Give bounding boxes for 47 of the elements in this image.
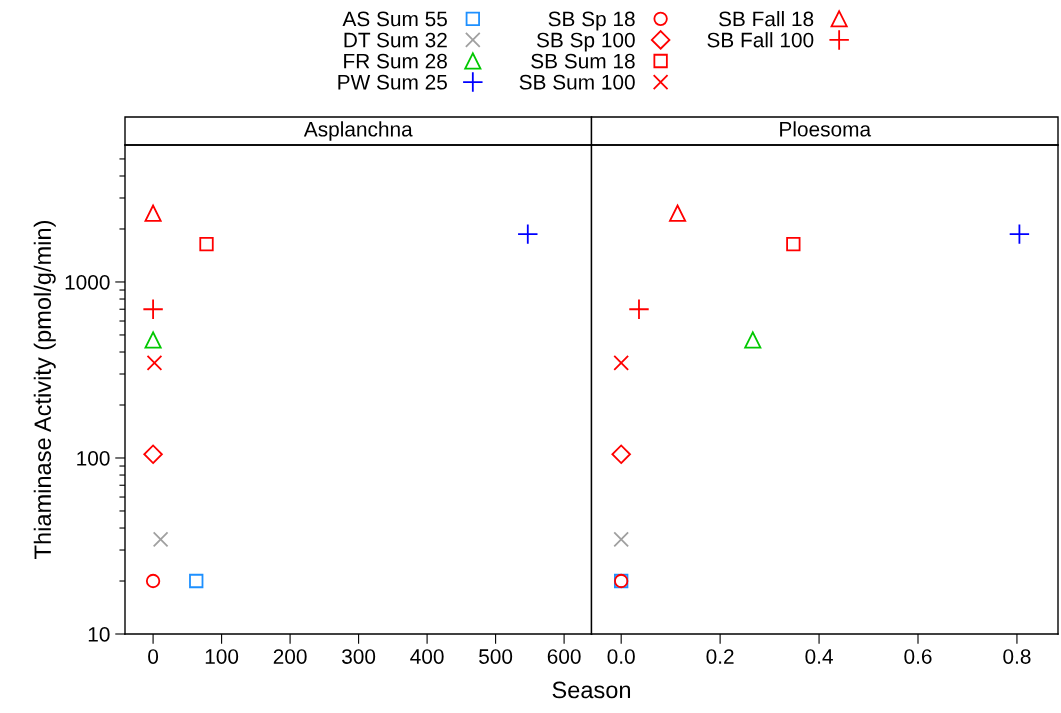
legend-label: SB Fall 100 [707, 32, 814, 48]
chart-title: Asplanchna [303, 121, 413, 141]
legend-label: SB Sp 18 [548, 11, 635, 31]
point [142, 298, 164, 320]
point [143, 444, 163, 464]
legend-label: SB Sum 100 [519, 74, 635, 90]
legend-label: PW Sum 25 [338, 74, 447, 90]
x-axis-title: Season [552, 681, 631, 699]
x-tick-label: 0.2 [706, 649, 734, 664]
point [628, 298, 650, 320]
y-axis-title: Thiaminase Activity (pmol/g/min) [33, 221, 56, 559]
point [199, 236, 214, 252]
legend-label: SB Sum 18 [531, 53, 635, 69]
x-tick-label: 0.4 [805, 649, 833, 664]
point [145, 573, 161, 589]
legend-label: FR Sum 28 [344, 53, 447, 69]
legend-label: DT Sum 32 [344, 32, 447, 48]
chart-title: Ploesoma [780, 121, 872, 137]
y-tick-label: 100 [77, 450, 110, 466]
x-tick-label: 0 [148, 649, 159, 664]
x-tick-label: 600 [547, 649, 581, 664]
point [144, 331, 162, 349]
x-tick-label: 200 [273, 649, 307, 664]
x-tick-label: 0.6 [904, 649, 932, 664]
point [669, 204, 687, 222]
legend-label: AS Sum 55 [342, 11, 447, 27]
point [517, 223, 539, 245]
x-tick-label: 0.8 [1003, 649, 1031, 664]
point [1008, 223, 1031, 245]
point [152, 531, 169, 548]
x-tick-label: 0.0 [607, 649, 635, 664]
legend-label: SB Fall 18 [718, 11, 814, 27]
x-tick-label: 300 [342, 649, 376, 664]
x-tick-label: 100 [205, 649, 239, 664]
x-tick-label: 500 [479, 649, 513, 664]
point [744, 331, 762, 349]
point [189, 573, 204, 589]
point [613, 355, 630, 371]
point [144, 204, 162, 222]
x-tick-label: 400 [410, 649, 444, 664]
point [613, 531, 630, 548]
point [146, 355, 163, 371]
point [611, 444, 631, 464]
y-tick-label: 1000 [65, 274, 110, 290]
point [786, 236, 801, 252]
y-tick-label: 10 [88, 627, 110, 642]
legend-label: SB Sp 100 [536, 32, 635, 52]
